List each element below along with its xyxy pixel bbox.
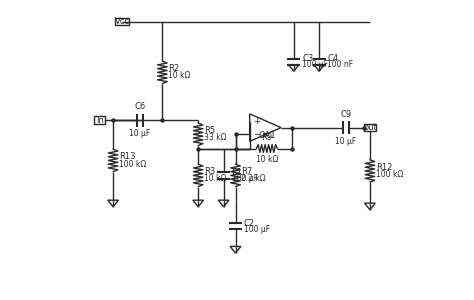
- Text: 10 kΩ: 10 kΩ: [255, 155, 278, 164]
- Text: OA1: OA1: [258, 131, 275, 140]
- Text: 100 μF: 100 μF: [244, 225, 270, 234]
- Text: 10 μF: 10 μF: [129, 129, 151, 138]
- Text: 100 kΩ: 100 kΩ: [376, 170, 403, 179]
- Text: C2: C2: [244, 219, 255, 228]
- Text: C4: C4: [328, 54, 338, 63]
- Text: 10 kΩ: 10 kΩ: [168, 71, 191, 80]
- Text: C6: C6: [134, 102, 146, 111]
- Text: R2: R2: [168, 64, 180, 73]
- FancyBboxPatch shape: [364, 124, 376, 131]
- Text: −: −: [253, 129, 260, 138]
- Text: R9: R9: [261, 133, 273, 142]
- Text: R7: R7: [241, 167, 253, 176]
- Text: out: out: [363, 123, 377, 132]
- Text: R3: R3: [204, 167, 215, 176]
- FancyBboxPatch shape: [115, 18, 129, 26]
- Text: 10 μF: 10 μF: [336, 136, 356, 146]
- Text: 100 nF: 100 nF: [328, 60, 354, 69]
- Text: C9: C9: [340, 110, 352, 118]
- Text: 2.2 kΩ: 2.2 kΩ: [241, 175, 266, 184]
- Text: C1: C1: [232, 168, 243, 177]
- Text: +: +: [253, 117, 260, 126]
- Text: 10 kΩ: 10 kΩ: [204, 175, 227, 184]
- Text: R13: R13: [119, 152, 136, 161]
- Text: 100 μF: 100 μF: [302, 60, 328, 69]
- Text: R5: R5: [204, 126, 215, 135]
- FancyBboxPatch shape: [94, 116, 105, 124]
- Text: 33 kΩ: 33 kΩ: [204, 134, 227, 142]
- Text: C3: C3: [302, 54, 313, 63]
- Text: In: In: [96, 116, 104, 124]
- Text: R12: R12: [376, 163, 392, 172]
- Text: 100 kΩ: 100 kΩ: [119, 160, 146, 169]
- Polygon shape: [250, 114, 281, 141]
- Text: 100 μF: 100 μF: [232, 174, 258, 183]
- Text: Vcc: Vcc: [115, 17, 129, 26]
